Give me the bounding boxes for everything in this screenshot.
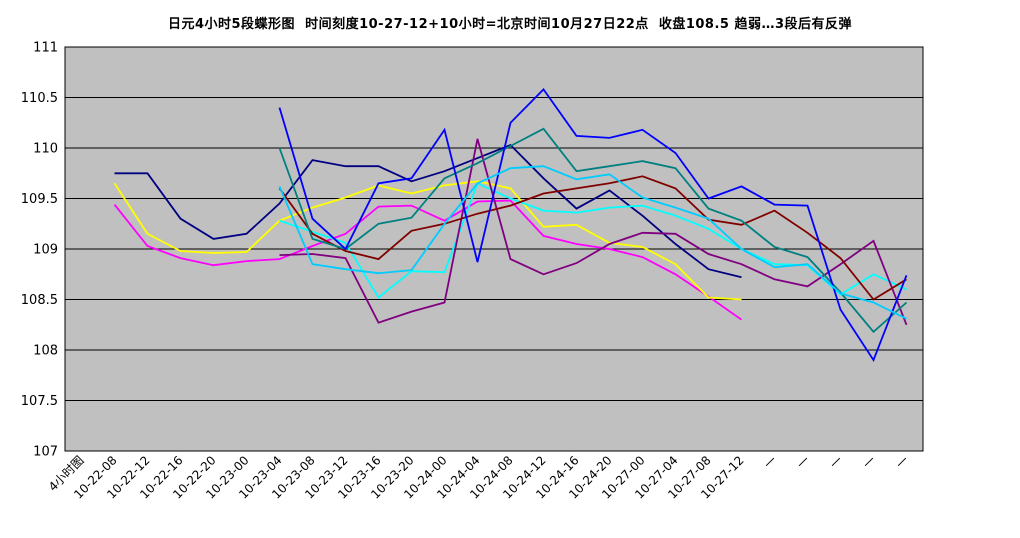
x-tick-label: 一 [893, 453, 911, 471]
y-tick-label: 111 [33, 41, 58, 56]
x-tick-label: 一 [827, 453, 845, 471]
x-tick-label: 一 [860, 453, 878, 471]
x-axis-labels: 4小时图10-22-0810-22-1210-22-1610-22-2010-2… [46, 453, 912, 501]
series-magenta [113, 199, 743, 321]
series-yellow [113, 180, 742, 301]
y-tick-label: 110 [33, 142, 58, 157]
y-tick-label: 109.5 [21, 192, 58, 207]
y-axis-labels: 107 107.5 108 108.5 109 109.5 110 110.5 111 [21, 41, 58, 460]
chart-title: 日元4小时5段蝶形图 时间刻度10-27-12+10小时=北京时间10月27日2… [167, 17, 853, 32]
series-sky-blue [278, 165, 907, 320]
x-tick-label: 一 [761, 453, 779, 471]
plot-border [64, 46, 924, 452]
y-tick-label: 107.5 [21, 394, 58, 409]
series-navy [114, 143, 742, 279]
y-tick-label: 108.5 [21, 293, 58, 308]
y-tick-label: 107 [33, 445, 58, 460]
series-lines [113, 88, 908, 363]
series-purple [279, 138, 908, 326]
series-blue [278, 88, 908, 363]
y-tick-label: 108 [33, 344, 58, 359]
y-tick-label: 109 [33, 243, 58, 258]
y-tick-label: 110.5 [21, 91, 58, 106]
series-dark-red [278, 175, 907, 301]
x-tick-label: 一 [794, 453, 812, 471]
series-teal [278, 127, 908, 334]
